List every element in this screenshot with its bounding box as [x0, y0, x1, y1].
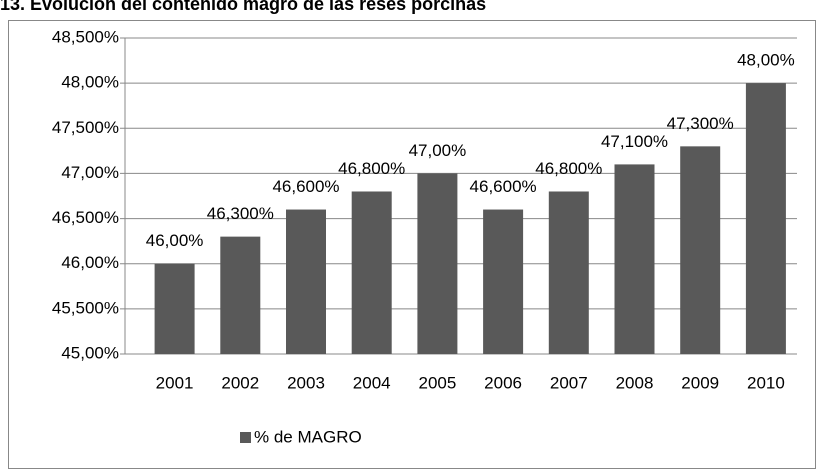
- bar: [154, 263, 195, 354]
- bar: [286, 209, 326, 354]
- y-tick-label: 45,500%: [52, 298, 119, 317]
- data-label: 46,600%: [272, 177, 339, 196]
- y-tick-label: 46,00%: [61, 253, 119, 272]
- data-label: 47,300%: [667, 114, 734, 133]
- y-tick-label: 46,500%: [52, 208, 119, 227]
- bar: [614, 164, 655, 354]
- x-tick-label: 2009: [681, 373, 719, 392]
- bar: [680, 146, 721, 354]
- legend-swatch: [240, 432, 251, 443]
- data-label: 46,300%: [207, 204, 274, 223]
- x-tick-label: 2003: [287, 373, 325, 392]
- bar: [351, 191, 392, 354]
- data-label: 46,800%: [535, 159, 602, 178]
- x-tick-label: 2001: [156, 373, 194, 392]
- y-tick-label: 47,500%: [52, 118, 119, 137]
- bar: [745, 83, 786, 355]
- y-tick-label: 48,500%: [52, 27, 119, 46]
- bar: [220, 236, 261, 354]
- data-label: 47,100%: [601, 132, 668, 151]
- y-tick-label: 45,00%: [61, 343, 119, 362]
- y-tick-label: 47,00%: [61, 163, 119, 182]
- x-tick-label: 2007: [550, 373, 588, 392]
- data-label: 46,800%: [338, 159, 405, 178]
- x-tick-label: 2010: [747, 373, 785, 392]
- x-tick-label: 2004: [353, 373, 391, 392]
- x-tick-label: 2005: [418, 373, 456, 392]
- chart-title: 13. Evolución del contenido magro de las…: [0, 0, 486, 14]
- x-tick-label: 2008: [616, 373, 654, 392]
- y-tick-label: 48,00%: [61, 73, 119, 92]
- data-label: 47,00%: [409, 141, 467, 160]
- bar: [548, 191, 589, 354]
- x-tick-label: 2002: [221, 373, 259, 392]
- legend-label: % de MAGRO: [254, 427, 362, 446]
- data-label: 48,00%: [737, 51, 795, 70]
- bar: [417, 173, 458, 354]
- x-tick-label: 2006: [484, 373, 522, 392]
- data-label: 46,600%: [470, 177, 537, 196]
- bar: [483, 209, 524, 354]
- data-label: 46,00%: [146, 231, 204, 250]
